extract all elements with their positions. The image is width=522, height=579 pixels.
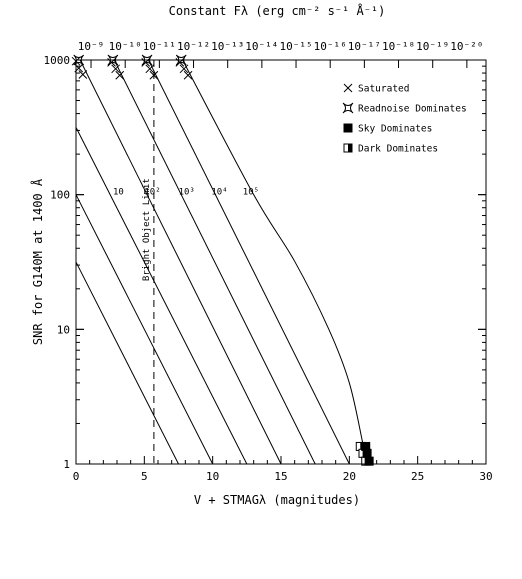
saturated-marker xyxy=(145,64,155,74)
legend-marker-dark xyxy=(343,143,353,153)
y-axis-title: SNR for G140M at 1400 Å xyxy=(30,178,45,345)
saturated-marker xyxy=(78,70,88,79)
top-tick-label: 10⁻¹² xyxy=(177,40,210,53)
series-line xyxy=(182,60,368,464)
chart-title: Constant Fλ (erg cm⁻² s⁻¹ Å⁻¹) xyxy=(169,3,386,18)
top-tick-label: 10⁻¹⁶ xyxy=(314,40,347,53)
x-tick-label: 20 xyxy=(343,470,356,483)
series-line xyxy=(79,60,282,464)
top-tick-label: 10⁻¹³ xyxy=(211,40,244,53)
x-tick-label: 25 xyxy=(411,470,424,483)
series-line xyxy=(147,60,350,464)
top-tick-label: 10⁻¹⁴ xyxy=(245,40,278,53)
y-tick-label: 1000 xyxy=(44,54,71,67)
readnoise-marker xyxy=(175,54,187,66)
series-line xyxy=(76,194,214,464)
y-tick-label: 100 xyxy=(50,189,70,202)
bright-object-limit: Bright Object Limit xyxy=(142,60,155,464)
top-tick-label: 10⁻¹⁷ xyxy=(348,40,381,53)
readnoise-marker xyxy=(141,54,153,66)
legend-marker-readnoise xyxy=(342,102,354,114)
saturated-marker xyxy=(149,70,159,80)
legend: Saturated Readnoise Dominates Sky Dominate… xyxy=(342,83,467,155)
curve-label: 10⁵ xyxy=(243,188,259,198)
x-tick-label: 10 xyxy=(206,470,219,483)
legend-marker-saturated xyxy=(343,83,353,93)
legend-marker-sky xyxy=(343,123,353,133)
x-axis-title: V + STMAGλ (magnitudes) xyxy=(194,493,360,507)
sky-marker xyxy=(364,456,374,466)
top-tick-label: 10⁻¹⁰ xyxy=(109,40,142,53)
top-tick-label: 10⁻²⁰ xyxy=(450,40,483,53)
readnoise-marker xyxy=(107,54,119,66)
curve-label: 10² xyxy=(144,188,160,198)
series-line xyxy=(113,60,316,464)
y-tick-label: 10 xyxy=(57,323,70,336)
y-axis-ticks: 1 10 100 1000 xyxy=(44,54,486,471)
top-tick-label: 10⁻¹¹ xyxy=(143,40,176,53)
saturated-marker xyxy=(111,64,120,74)
legend-label: Sky Dominates xyxy=(358,124,432,135)
x-tick-label: 0 xyxy=(73,470,80,483)
y-tick-label: 1 xyxy=(63,458,70,471)
series-layer xyxy=(76,60,368,464)
curve-label: 10³ xyxy=(179,188,195,198)
x-tick-label: 30 xyxy=(479,470,492,483)
top-axis-ticks: 10⁻⁹ 10⁻¹⁰ 10⁻¹¹ 10⁻¹² 10⁻¹³ 10⁻¹⁴ 10⁻¹⁵ 10⁻¹⁶ 1… xyxy=(78,40,483,68)
legend-label: Saturated xyxy=(358,84,409,95)
saturated-marker xyxy=(179,64,189,74)
legend-label: Readnoise Dominates xyxy=(358,104,467,115)
top-tick-label: 10⁻¹⁸ xyxy=(382,40,415,53)
legend-label: Dark Dominates xyxy=(358,144,438,155)
series-line xyxy=(76,127,248,464)
sky-marker xyxy=(362,448,372,458)
top-tick-label: 10⁻⁹ xyxy=(78,40,105,53)
top-tick-label: 10⁻¹⁵ xyxy=(279,40,312,53)
curve-label: 10⁴ xyxy=(211,188,227,198)
top-tick-label: 10⁻¹⁹ xyxy=(416,40,449,53)
series-line xyxy=(76,261,179,464)
x-tick-label: 5 xyxy=(141,470,148,483)
bright-object-limit-label: Bright Object Limit xyxy=(142,178,152,281)
saturated-marker xyxy=(183,70,193,80)
plot-frame xyxy=(75,59,487,465)
x-tick-label: 15 xyxy=(274,470,287,483)
curve-label: 10 xyxy=(113,188,124,198)
curve-labels: 10 10² 10³ 10⁴ 10⁵ xyxy=(113,188,259,198)
marker-layer xyxy=(71,54,374,466)
saturated-marker xyxy=(115,70,125,80)
x-axis-ticks: 0 5 10 15 20 25 30 xyxy=(73,456,493,483)
